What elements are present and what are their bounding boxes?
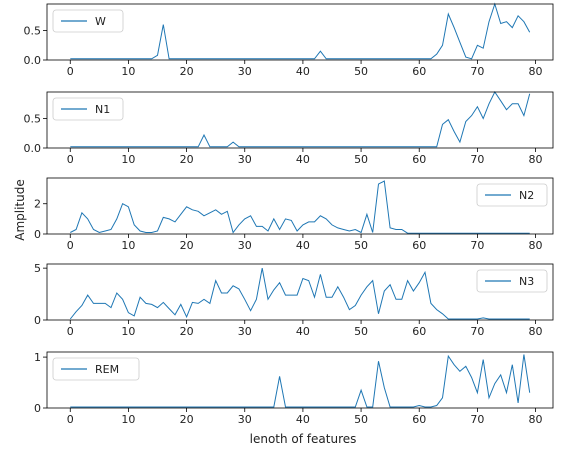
panel-n1: 0.0 0.5 0 10 20 30 40 50 60 70 80 N1	[24, 91, 554, 166]
x-tick-label: 0	[67, 65, 74, 78]
x-tick-label: 40	[296, 153, 310, 166]
x-tick-label: 50	[354, 413, 368, 426]
axis-frame	[46, 263, 554, 321]
y-tick-label: 5	[34, 262, 41, 275]
axis-frame	[46, 91, 554, 149]
x-tick-label: 20	[180, 153, 194, 166]
x-tick-label: 30	[238, 65, 252, 78]
y-tick-label: 0	[34, 314, 41, 327]
x-tick-label: 70	[470, 65, 484, 78]
legend-box	[52, 9, 124, 33]
x-tick-label: 80	[529, 65, 543, 78]
y-tick-label: 0.0	[24, 142, 42, 155]
legend-box	[476, 183, 548, 207]
x-tick-label: 30	[238, 153, 252, 166]
x-axis-label: lenoth of features	[250, 432, 357, 446]
x-tick-label: 50	[354, 65, 368, 78]
legend-label: W	[95, 15, 106, 28]
y-tick-label: 0.5	[24, 113, 42, 126]
x-tick-label: 10	[121, 65, 135, 78]
legend-box	[52, 97, 124, 121]
y-tick-label: 2	[34, 198, 41, 211]
x-tick-label: 0	[67, 325, 74, 338]
x-tick-label: 0	[67, 413, 74, 426]
x-tick-label: 70	[470, 325, 484, 338]
x-tick-label: 80	[529, 239, 543, 252]
axis-frame	[46, 177, 554, 235]
x-tick-label: 20	[180, 325, 194, 338]
x-tick-label: 60	[412, 325, 426, 338]
x-tick-label: 60	[412, 239, 426, 252]
x-tick-label: 0	[67, 239, 74, 252]
x-tick-label: 10	[121, 413, 135, 426]
x-tick-label: 20	[180, 413, 194, 426]
series-line-w	[70, 2, 531, 60]
x-tick-label: 50	[354, 325, 368, 338]
axis-frame	[46, 3, 554, 61]
legend-label: N2	[519, 189, 534, 202]
x-tick-label: 40	[296, 65, 310, 78]
legend-box	[476, 269, 548, 293]
y-tick-label: 0	[34, 228, 41, 241]
legend-label: N1	[95, 103, 110, 116]
y-axis-label: Amplitude	[13, 179, 27, 241]
x-tick-label: 70	[470, 239, 484, 252]
x-tick-label: 0	[67, 153, 74, 166]
x-tick-label: 60	[412, 153, 426, 166]
y-tick-label: 0.5	[24, 25, 42, 38]
x-tick-label: 60	[412, 413, 426, 426]
legend-label: N3	[519, 275, 534, 288]
x-tick-label: 30	[238, 239, 252, 252]
series-line-n2	[70, 180, 530, 234]
y-tick-label: 1	[34, 351, 41, 364]
x-tick-label: 80	[529, 153, 543, 166]
x-tick-label: 50	[354, 153, 368, 166]
x-tick-label: 70	[470, 413, 484, 426]
x-tick-label: 70	[470, 153, 484, 166]
x-tick-label: 40	[296, 325, 310, 338]
series-line-n3	[69, 268, 530, 320]
x-tick-label: 10	[121, 325, 135, 338]
axis-frame	[46, 351, 554, 409]
x-tick-label: 80	[529, 325, 543, 338]
x-tick-label: 80	[529, 413, 543, 426]
x-tick-label: 40	[296, 413, 310, 426]
x-tick-label: 60	[412, 65, 426, 78]
x-tick-label: 10	[121, 153, 135, 166]
panel-w: 0.0 0.5 0 10 20 30 40 50 60 70 80 W	[24, 2, 554, 78]
y-tick-label: 0	[34, 402, 41, 415]
x-tick-label: 50	[354, 239, 368, 252]
series-line-n1	[70, 91, 531, 148]
x-tick-label: 20	[180, 239, 194, 252]
legend-label: REM	[95, 363, 119, 376]
x-tick-label: 30	[238, 325, 252, 338]
x-tick-label: 20	[180, 65, 194, 78]
x-tick-label: 10	[121, 239, 135, 252]
legend-box	[52, 357, 140, 381]
x-tick-label: 40	[296, 239, 310, 252]
y-tick-label: 0.0	[24, 54, 42, 67]
series-line-rem	[70, 354, 531, 408]
x-tick-label: 30	[238, 413, 252, 426]
